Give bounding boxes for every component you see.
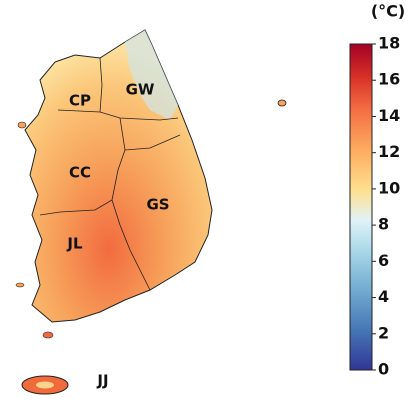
colorbar-tick-label: 16 xyxy=(378,70,400,89)
region-label: CC xyxy=(69,164,91,182)
colorbar-title: (°C) xyxy=(371,2,405,21)
colorbar xyxy=(349,43,373,371)
colorbar-tick-label: 14 xyxy=(378,106,400,125)
region-label: JL xyxy=(66,235,83,253)
region-label: GS xyxy=(146,196,169,214)
colorbar-tick-label: 12 xyxy=(378,142,400,161)
region-label: GW xyxy=(126,81,155,99)
region-label: CP xyxy=(69,92,91,110)
colorbar-tick-label: 8 xyxy=(378,215,389,234)
colorbar-tick-label: 4 xyxy=(378,287,389,306)
colorbar-tick-label: 18 xyxy=(378,34,400,53)
colorbar-tick-label: 0 xyxy=(378,360,389,379)
colorbar-tick-label: 6 xyxy=(378,251,389,270)
colorbar-tick-label: 10 xyxy=(378,178,400,197)
colorbar-tick-label: 2 xyxy=(378,323,389,342)
peninsula xyxy=(15,29,287,395)
region-label: JJ xyxy=(96,372,108,390)
